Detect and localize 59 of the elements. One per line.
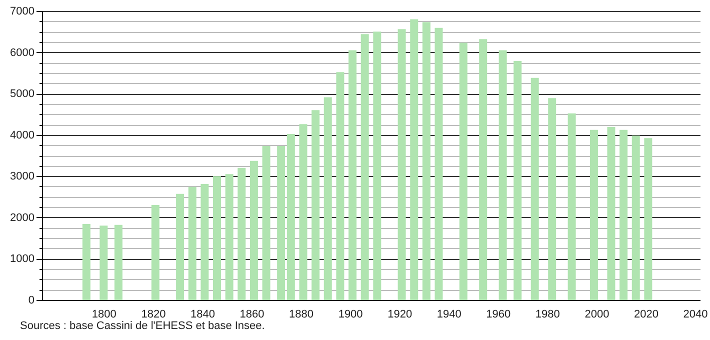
source-note: Sources : base Cassini de l'EHESS et base Insee. <box>20 320 265 332</box>
bar <box>82 224 90 300</box>
bar <box>188 186 196 300</box>
bar <box>373 32 382 300</box>
bar <box>568 113 576 300</box>
bar <box>299 124 308 300</box>
bar <box>250 160 258 300</box>
bar <box>590 130 598 300</box>
x-tick-label: 1820 <box>141 308 166 320</box>
y-tick-label: 3000 <box>10 170 34 183</box>
x-tick-label: 1920 <box>388 308 412 320</box>
x-tick-label: 2040 <box>683 308 708 320</box>
y-tick-label: 7000 <box>10 6 34 18</box>
bar <box>459 42 468 300</box>
x-tick-label: 1800 <box>92 308 116 320</box>
bar <box>262 146 270 300</box>
bar <box>312 110 320 300</box>
bar <box>620 130 628 300</box>
bar <box>434 28 443 300</box>
bar <box>225 174 234 300</box>
bar <box>422 22 430 300</box>
bar <box>213 176 222 300</box>
bar <box>286 134 295 300</box>
bar <box>410 19 418 300</box>
bar <box>151 205 160 300</box>
x-tick-label: 1900 <box>338 308 363 320</box>
y-tick-label: 0 <box>28 294 34 306</box>
bar <box>200 184 209 300</box>
y-tick-label: 2000 <box>10 212 34 224</box>
bar <box>238 168 246 300</box>
bar <box>398 29 406 300</box>
bar <box>644 138 652 300</box>
bar <box>530 78 539 300</box>
x-tick-label: 1980 <box>535 308 560 320</box>
bar <box>514 60 522 300</box>
y-tick-label: 4000 <box>10 129 34 142</box>
bar <box>324 97 332 300</box>
bar <box>348 50 357 300</box>
bar <box>176 194 184 300</box>
x-tick-label: 1940 <box>436 308 462 320</box>
x-tick-label: 1840 <box>190 308 215 320</box>
bar <box>498 50 507 300</box>
bar <box>277 146 286 300</box>
bar <box>607 127 616 300</box>
bar <box>479 39 488 300</box>
bar <box>336 72 344 300</box>
x-tick-label: 2000 <box>584 308 610 320</box>
x-tick-label: 1880 <box>289 308 314 320</box>
y-tick-label: 1000 <box>10 253 34 266</box>
x-tick-label: 1860 <box>240 308 264 320</box>
y-tick-label: 5000 <box>10 88 34 100</box>
bar <box>360 34 369 300</box>
y-tick-label: 6000 <box>10 46 34 59</box>
x-tick-label: 1960 <box>486 308 511 320</box>
x-tick-label: 2020 <box>634 308 658 320</box>
bar <box>114 224 122 300</box>
bar <box>632 136 640 300</box>
bar <box>548 98 556 300</box>
bar <box>100 226 108 300</box>
